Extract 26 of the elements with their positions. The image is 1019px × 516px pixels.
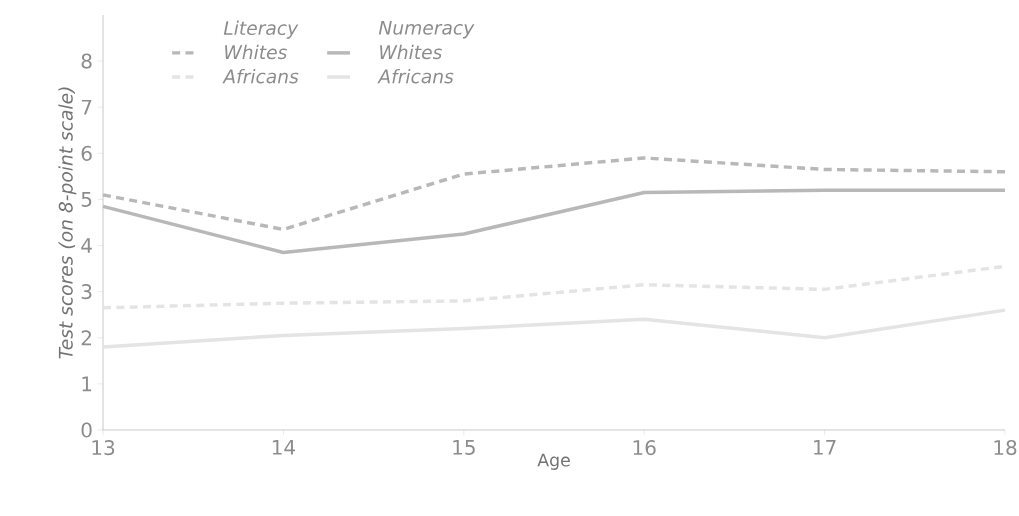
- annotation: Numeracy: [378, 20, 475, 39]
- legend-label: Whites: [225, 44, 287, 60]
- line-series: [101, 308, 1007, 349]
- y-tick-label: 8: [81, 53, 92, 69]
- x-tick-label: 16: [633, 440, 656, 456]
- x-tick-label: 13: [92, 440, 115, 456]
- line-series: [101, 156, 1007, 232]
- y-tick-label: 1: [82, 376, 92, 392]
- y-tick-label: 3: [81, 284, 92, 300]
- y-tick-label: 4: [81, 238, 92, 253]
- legend-label: Africans: [377, 68, 454, 84]
- legend-label: Africans: [222, 68, 299, 84]
- y-tick-label: 2: [81, 330, 91, 346]
- annotation: Literacy: [223, 20, 299, 39]
- y-axis-title: Test scores (on 8-point scale): [58, 87, 77, 359]
- x-axis-title: Age: [537, 453, 570, 470]
- y-tick-label: 5: [81, 192, 92, 207]
- line-series: [101, 188, 1007, 255]
- x-tick-label: 15: [453, 440, 475, 455]
- y-tick-label: 6: [81, 145, 92, 161]
- x-tick-label: 14: [272, 440, 296, 455]
- legend-label: Whites: [380, 44, 442, 60]
- y-tick-label: 0: [81, 422, 92, 438]
- y-tick-label: 7: [81, 99, 92, 115]
- x-tick-label: 17: [814, 440, 836, 455]
- x-tick-label: 18: [994, 440, 1017, 456]
